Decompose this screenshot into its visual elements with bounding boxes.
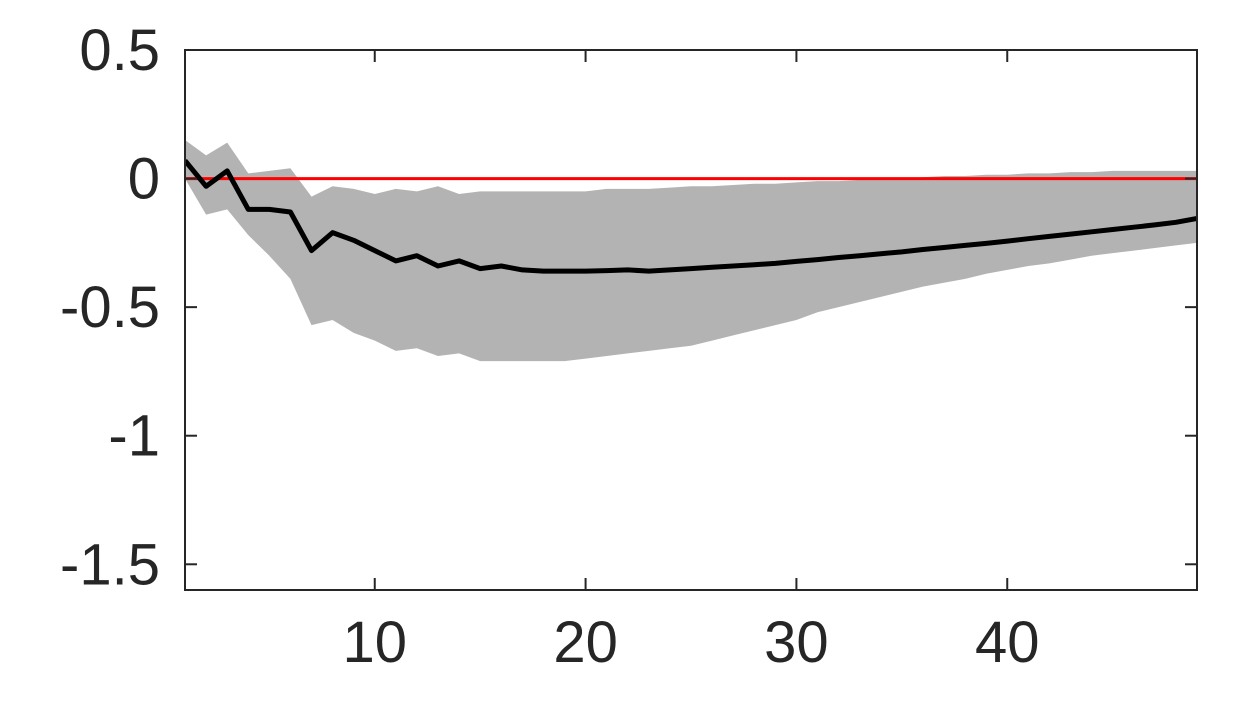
y-tick-label: 0 [128,147,160,212]
x-tick-label: 30 [764,610,829,675]
y-tick-label: 0.5 [79,18,160,83]
x-tick-label: 10 [342,610,407,675]
x-tick-label: 40 [975,610,1040,675]
y-tick-label: -1 [108,404,160,469]
tick-labels: 10 20 30 40 0.5 0 -0.5 -1 -1.5 [60,18,1039,675]
axes-box [184,49,1198,591]
y-tick-label: -1.5 [60,532,160,597]
y-tick-label: -0.5 [60,275,160,340]
confidence-band [185,140,1197,362]
plot-area [185,140,1197,362]
axes [184,49,1198,591]
response-line [185,159,1197,274]
x-tick-label: 20 [553,610,618,675]
